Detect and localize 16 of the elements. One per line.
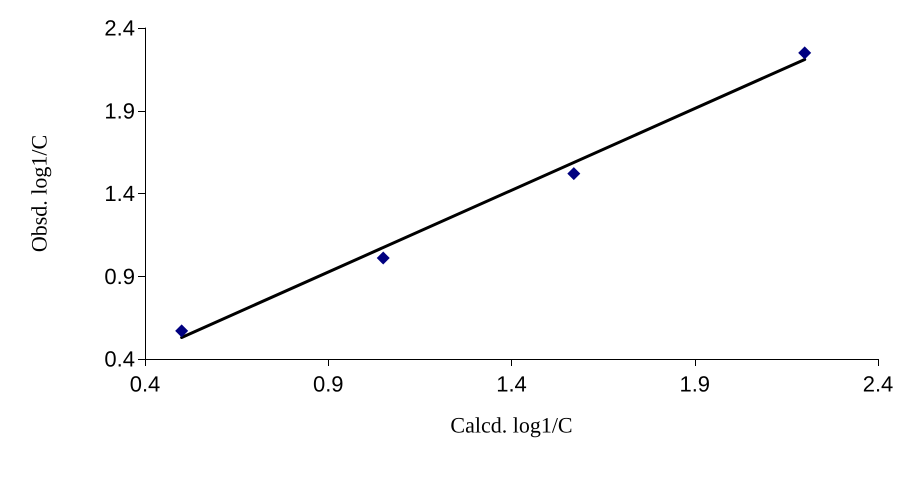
point (376, 252, 390, 265)
x-tick-label: 1.9 (679, 372, 710, 396)
y-tick-label: 1.4 (104, 181, 135, 206)
y-tick-label: 0.9 (104, 264, 135, 289)
x-axis-title: Calcd. log1/C (450, 412, 573, 438)
y-tick-label: 1.9 (104, 98, 135, 124)
point (798, 46, 812, 60)
point (567, 167, 580, 180)
y-tick-label: 2.4 (104, 16, 135, 40)
x-tick-label: 0.4 (130, 372, 160, 396)
x-tick-label: 0.9 (312, 372, 344, 396)
y-axis-title: Obsd. log1/C (26, 134, 52, 252)
point (175, 324, 188, 338)
x-tick-label: 1.4 (496, 372, 527, 396)
y-tick-label: 0.4 (104, 346, 135, 372)
x-tick-label: 2.4 (862, 372, 894, 396)
